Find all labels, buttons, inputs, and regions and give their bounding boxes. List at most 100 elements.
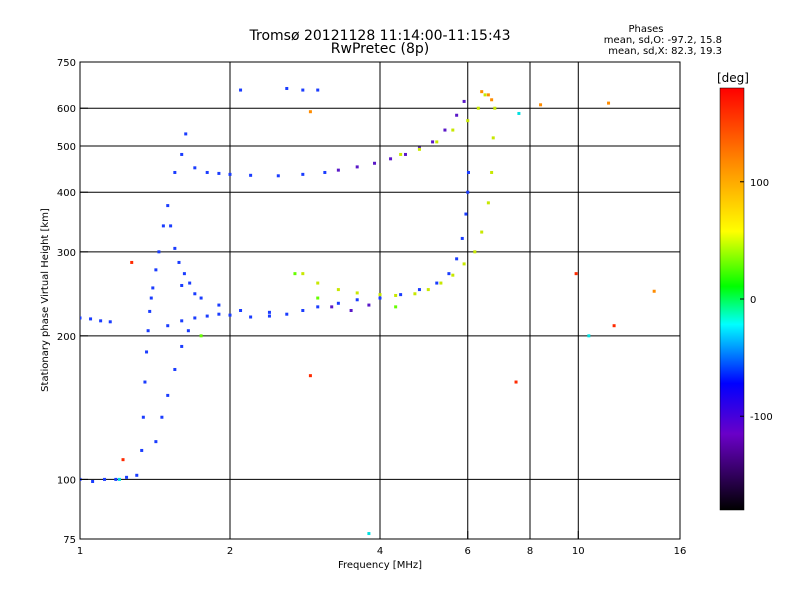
data-point [367, 532, 371, 536]
data-point [473, 250, 477, 254]
data-point [184, 132, 188, 136]
data-point [145, 350, 149, 354]
data-point [378, 296, 382, 300]
data-point [355, 298, 359, 302]
data-point [228, 313, 232, 317]
y-tick-label: 300 [57, 248, 76, 259]
data-point [308, 374, 312, 378]
data-point [188, 281, 192, 285]
data-point [249, 315, 253, 319]
data-point [217, 171, 221, 175]
data-point [285, 86, 289, 90]
y-tick-label: 75 [63, 535, 76, 546]
chart-title: Tromsø 20121128 11:14:00-11:15:43 [249, 28, 511, 44]
data-point [161, 224, 165, 228]
data-point [193, 292, 197, 296]
data-point [451, 128, 455, 132]
data-point [169, 224, 173, 228]
data-point [466, 190, 470, 194]
data-point [180, 283, 184, 287]
data-point [301, 88, 305, 92]
data-point [399, 293, 403, 297]
data-point [108, 320, 112, 324]
colorbar-tick-label: 100 [750, 178, 769, 189]
x-tick-label: 10 [572, 546, 585, 557]
data-point [157, 250, 161, 254]
data-point [336, 301, 340, 305]
data-point [193, 316, 197, 320]
data-point [413, 292, 417, 296]
data-point [267, 314, 271, 318]
data-point [443, 128, 447, 132]
data-point [607, 101, 611, 105]
colorbar-tick-label: -100 [750, 412, 773, 423]
data-point [349, 308, 353, 312]
data-point [160, 415, 164, 419]
y-tick-label: 500 [57, 142, 76, 153]
data-point [493, 106, 497, 110]
phases-mean-o: mean, sd,O: -97.2, 15.8 [604, 35, 722, 46]
data-point [180, 319, 184, 323]
data-point [154, 268, 158, 272]
data-point [466, 119, 470, 123]
data-point [316, 296, 320, 300]
data-point [355, 291, 359, 295]
data-point [154, 440, 158, 444]
data-point [143, 380, 147, 384]
data-point [355, 165, 359, 169]
data-point [417, 288, 421, 292]
data-point [217, 312, 221, 316]
x-tick-label: 6 [465, 546, 471, 557]
data-point [476, 106, 480, 110]
data-point [462, 99, 466, 103]
data-point [587, 334, 591, 338]
data-point [336, 168, 340, 172]
x-axis-ticks: 1 2 4 6 8 10 16 [77, 531, 686, 557]
data-point [180, 152, 184, 156]
data-point [486, 201, 490, 205]
data-point [394, 305, 398, 309]
data-point [451, 273, 455, 277]
y-tick-label: 750 [57, 58, 76, 69]
data-point [199, 296, 203, 300]
data-point [316, 88, 320, 92]
data-point [517, 111, 521, 115]
y-tick-label: 600 [57, 104, 76, 115]
data-point [293, 272, 297, 276]
x-axis-label: Frequency [MHz] [338, 560, 422, 571]
phases-title: Phases [628, 24, 663, 35]
y-tick-label: 200 [57, 332, 76, 343]
data-point [80, 316, 82, 320]
data-point [652, 289, 656, 293]
data-point [193, 166, 197, 170]
data-point [330, 305, 334, 309]
data-point [466, 170, 470, 174]
data-point [285, 312, 289, 316]
data-point [239, 88, 243, 92]
data-point [480, 230, 484, 234]
data-point [205, 314, 209, 318]
y-axis-ticks: 75 100 200 300 400 500 600 750 [57, 58, 88, 546]
data-point [455, 113, 459, 117]
data-point [336, 288, 340, 292]
data-point [276, 174, 280, 178]
y-axis-label: Stationary phase Virtual Height [km] [40, 208, 51, 392]
grid-lines [80, 62, 680, 539]
data-point [394, 293, 398, 297]
data-point [141, 415, 145, 419]
data-point [117, 477, 121, 481]
data-point [228, 172, 232, 176]
data-point [483, 93, 487, 97]
data-point [316, 281, 320, 285]
data-point [130, 260, 134, 264]
phases-mean-x: mean, sd,X: 82.3, 19.3 [608, 46, 722, 57]
data-point [435, 140, 439, 144]
data-point [148, 309, 152, 313]
data-point [239, 308, 243, 312]
data-point [217, 303, 221, 307]
data-point [447, 272, 451, 276]
data-point [166, 204, 170, 208]
data-point [378, 293, 382, 297]
data-point [426, 288, 430, 292]
